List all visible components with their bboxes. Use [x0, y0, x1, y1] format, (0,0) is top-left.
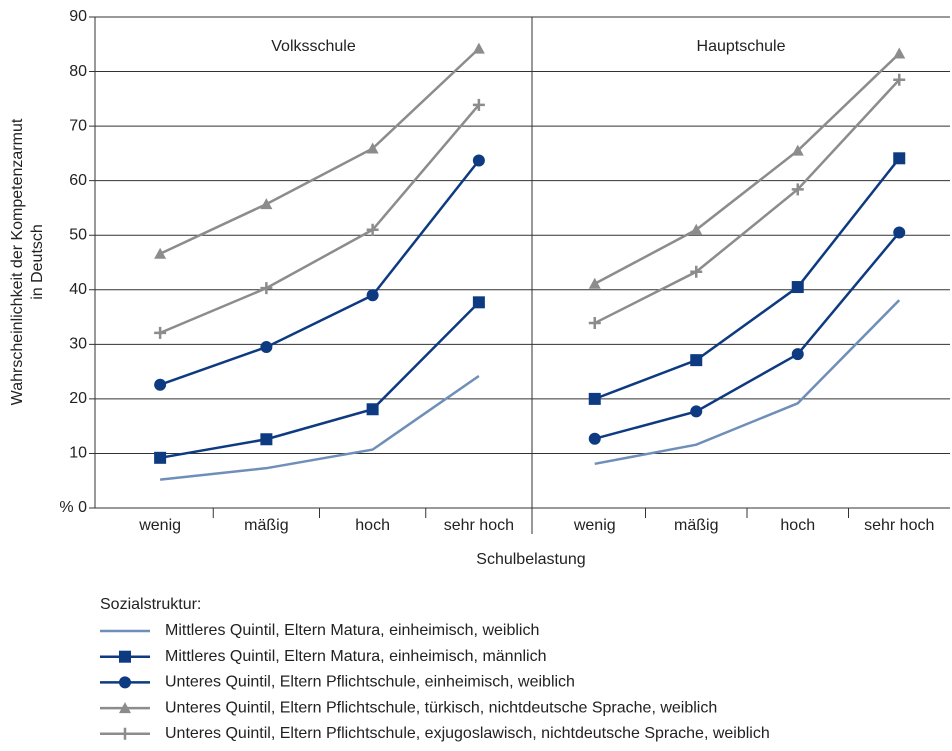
marker [690, 223, 703, 235]
marker [791, 348, 804, 361]
x-tick-label: hoch [780, 517, 815, 534]
marker [472, 42, 485, 54]
marker [690, 354, 703, 367]
marker [260, 282, 273, 295]
marker [893, 47, 906, 59]
y-tick-label: 50 [69, 226, 87, 243]
legend-label: Unteres Quintil, Eltern Pflichtschule, e… [165, 725, 770, 742]
panel-title: Volksschule [271, 38, 356, 55]
series-line [594, 231, 901, 440]
y-tick-label: 60 [69, 172, 87, 189]
marker [119, 727, 131, 740]
y-tick-label: 70 [69, 117, 87, 134]
marker [366, 289, 379, 302]
marker [260, 198, 273, 210]
marker [366, 223, 379, 236]
x-tick-label: wenig [573, 517, 616, 534]
series-line [594, 157, 901, 401]
x-tick-label: hoch [355, 517, 390, 534]
marker [893, 226, 906, 239]
series-line [594, 78, 901, 325]
legend-label: Mittleres Quintil, Eltern Matura, einhei… [165, 648, 546, 665]
y-tick-label: 10 [69, 445, 87, 462]
y-tick-label: 40 [69, 281, 87, 298]
y-axis-label: in Deutsch [29, 224, 46, 300]
panel-title: Hauptschule [697, 38, 786, 55]
marker [791, 144, 804, 156]
x-tick-label: mäßig [244, 517, 288, 534]
legend-label: Mittleres Quintil, Eltern Matura, einhei… [165, 622, 539, 639]
series-line [159, 159, 480, 386]
x-tick-label: wenig [138, 517, 181, 534]
series-line [159, 301, 480, 460]
marker [260, 433, 273, 446]
series-line [594, 52, 901, 285]
marker [366, 403, 379, 416]
marker [893, 73, 906, 86]
marker [588, 432, 601, 445]
marker [690, 265, 703, 278]
y-tick-label: 30 [69, 336, 87, 353]
series-line [594, 299, 901, 466]
series-line [159, 47, 480, 255]
y-tick-label: 80 [69, 63, 87, 80]
y-tick-label: 90 [69, 8, 87, 25]
legend-title: Sozialstruktur: [100, 596, 201, 613]
marker [690, 405, 703, 418]
x-tick-label: mäßig [674, 517, 718, 534]
marker [260, 341, 273, 354]
marker [154, 326, 167, 339]
marker [154, 378, 167, 391]
marker [588, 317, 601, 330]
series-line [159, 104, 480, 335]
marker [791, 281, 804, 294]
marker [119, 676, 131, 689]
x-tick-label: sehr hoch [864, 517, 934, 534]
series-line [159, 374, 480, 481]
marker [588, 392, 601, 405]
marker [119, 702, 131, 714]
x-tick-label: sehr hoch [444, 517, 514, 534]
marker [791, 183, 804, 196]
y-tick-label: 20 [69, 390, 87, 407]
marker [472, 296, 485, 309]
marker [893, 152, 906, 165]
marker [588, 277, 601, 289]
marker [472, 98, 485, 111]
marker [366, 142, 379, 154]
y-axis-label: Wahrscheinlichkeit der Kompetenzarmut [9, 118, 26, 405]
marker [472, 154, 485, 167]
marker [154, 247, 167, 259]
y-tick-label: % 0 [59, 499, 87, 516]
x-axis-label: Schulbelastung [476, 551, 585, 568]
legend-label: Unteres Quintil, Eltern Pflichtschule, e… [165, 674, 575, 691]
legend-label: Unteres Quintil, Eltern Pflichtschule, t… [165, 699, 717, 716]
marker [119, 650, 131, 663]
marker [154, 451, 167, 464]
